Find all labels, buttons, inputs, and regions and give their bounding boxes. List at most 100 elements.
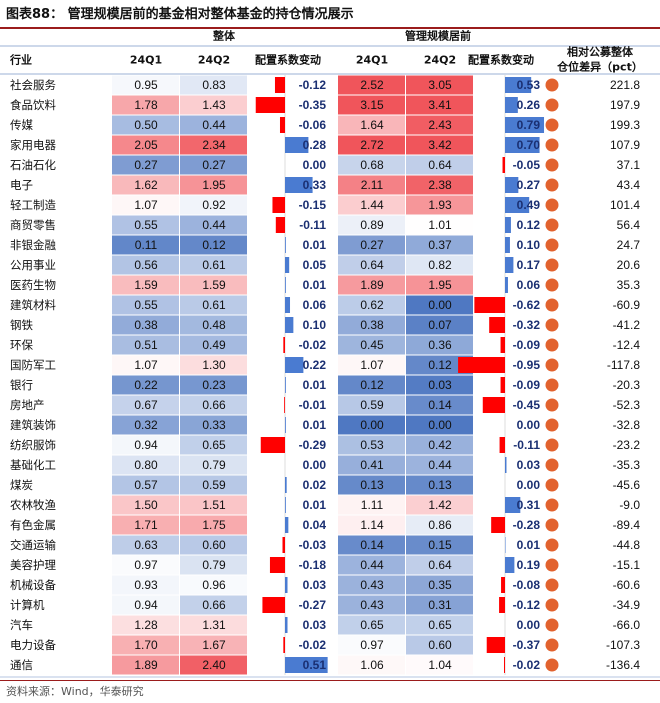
heat-cell-overall-q1 bbox=[112, 535, 179, 555]
industry-label: 食品饮料 bbox=[10, 98, 56, 112]
value-top-q2: 0.13 bbox=[428, 478, 452, 492]
change-value-top: 0.19 bbox=[517, 558, 541, 572]
industry-label: 有色金属 bbox=[10, 518, 56, 532]
change-value-top: -0.02 bbox=[513, 658, 541, 672]
industry-label: 环保 bbox=[10, 338, 33, 352]
heat-cell-top-q2 bbox=[406, 515, 473, 535]
diff-value: -66.0 bbox=[613, 618, 641, 632]
heat-cell-overall-q2 bbox=[180, 395, 247, 415]
heat-cell-top-q2 bbox=[406, 435, 473, 455]
column-header-overall-24q1: 24Q1 bbox=[130, 54, 162, 67]
diff-value: 221.8 bbox=[610, 78, 640, 92]
change-value-top: 0.12 bbox=[517, 218, 541, 232]
change-bar-overall bbox=[285, 497, 286, 513]
heat-cell-overall-q2 bbox=[180, 275, 247, 295]
heat-cell-top-q2 bbox=[406, 495, 473, 515]
value-overall-q2: 2.40 bbox=[202, 658, 226, 672]
change-value-top: 0.49 bbox=[517, 198, 541, 212]
heat-cell-top-q2 bbox=[406, 315, 473, 335]
change-bar-top bbox=[505, 457, 507, 473]
industry-label: 机械设备 bbox=[10, 578, 56, 592]
change-value-overall: 0.05 bbox=[303, 258, 327, 272]
heat-cell-overall-q1 bbox=[112, 275, 179, 295]
value-overall-q1: 1.70 bbox=[134, 638, 158, 652]
industry-label: 公用事业 bbox=[10, 258, 56, 272]
heat-cell-top-q1 bbox=[338, 295, 405, 315]
heat-cell-top-q1 bbox=[338, 475, 405, 495]
change-value-top: -0.09 bbox=[513, 338, 541, 352]
value-overall-q2: 0.66 bbox=[202, 598, 226, 612]
change-bar-top bbox=[505, 557, 515, 573]
heat-cell-top-q2 bbox=[406, 375, 473, 395]
value-top-q1: 0.44 bbox=[360, 558, 384, 572]
value-top-q1: 1.44 bbox=[360, 198, 384, 212]
heat-cell-top-q1 bbox=[338, 575, 405, 595]
value-top-q1: 0.62 bbox=[360, 298, 384, 312]
diff-value: -23.2 bbox=[613, 438, 641, 452]
value-top-q2: 1.95 bbox=[428, 278, 452, 292]
change-bar-top bbox=[474, 297, 505, 313]
heat-cell-top-q1 bbox=[338, 155, 405, 175]
heat-cell-top-q2 bbox=[406, 235, 473, 255]
heat-cell-overall-q2 bbox=[180, 435, 247, 455]
industry-label: 医药生物 bbox=[10, 278, 56, 292]
diff-value: -136.4 bbox=[606, 658, 640, 672]
change-value-overall: -0.12 bbox=[299, 78, 327, 92]
value-top-q2: 3.41 bbox=[428, 98, 452, 112]
value-top-q2: 0.44 bbox=[428, 458, 452, 472]
heat-cell-overall-q1 bbox=[112, 495, 179, 515]
industry-label: 传媒 bbox=[10, 118, 33, 132]
value-overall-q1: 0.11 bbox=[135, 238, 158, 252]
change-value-top: 0.31 bbox=[517, 498, 541, 512]
value-top-q2: 2.38 bbox=[428, 178, 452, 192]
heat-cell-overall-q1 bbox=[112, 615, 179, 635]
value-overall-q2: 0.65 bbox=[202, 438, 226, 452]
industry-label: 纺织服饰 bbox=[10, 438, 56, 452]
value-top-q2: 1.04 bbox=[428, 658, 452, 672]
value-top-q2: 0.14 bbox=[428, 398, 452, 412]
change-bar-overall bbox=[285, 297, 291, 313]
value-top-q1: 1.14 bbox=[360, 518, 384, 532]
change-value-top: -0.11 bbox=[513, 438, 540, 452]
heat-cell-overall-q2 bbox=[180, 475, 247, 495]
change-bar-top bbox=[491, 517, 505, 533]
value-top-q2: 0.31 bbox=[428, 598, 452, 612]
change-bar-top bbox=[504, 657, 505, 673]
heat-cell-overall-q1 bbox=[112, 155, 179, 175]
change-value-overall: -0.02 bbox=[299, 338, 327, 352]
heat-cell-top-q1 bbox=[338, 435, 405, 455]
value-overall-q2: 0.27 bbox=[202, 158, 226, 172]
status-dot bbox=[545, 398, 559, 412]
diff-value: 197.9 bbox=[610, 98, 640, 112]
value-top-q1: 0.41 bbox=[360, 458, 384, 472]
heat-cell-top-q2 bbox=[406, 95, 473, 115]
status-dot bbox=[545, 438, 559, 452]
value-top-q2: 0.35 bbox=[428, 578, 452, 592]
status-dot bbox=[545, 598, 559, 612]
change-bar-overall bbox=[279, 117, 285, 133]
change-value-overall: -0.35 bbox=[299, 98, 327, 112]
change-value-top: 0.03 bbox=[517, 458, 541, 472]
heat-cell-overall-q2 bbox=[180, 355, 247, 375]
value-top-q2: 0.37 bbox=[428, 238, 452, 252]
heat-cell-overall-q2 bbox=[180, 195, 247, 215]
value-overall-q1: 0.63 bbox=[134, 538, 158, 552]
diff-value: -60.6 bbox=[613, 578, 641, 592]
change-value-overall: 0.22 bbox=[303, 358, 327, 372]
heat-cell-top-q1 bbox=[338, 115, 405, 135]
heat-cell-top-q1 bbox=[338, 255, 405, 275]
heat-cell-top-q2 bbox=[406, 75, 473, 95]
heat-cell-overall-q1 bbox=[112, 175, 179, 195]
change-bar-top bbox=[501, 577, 505, 593]
value-top-q1: 0.64 bbox=[360, 258, 384, 272]
change-value-top: 0.17 bbox=[517, 258, 541, 272]
value-overall-q2: 2.34 bbox=[202, 138, 226, 152]
value-overall-q2: 0.44 bbox=[202, 218, 226, 232]
change-bar-top bbox=[505, 197, 530, 213]
column-header-top-24q2: 24Q2 bbox=[424, 54, 456, 67]
value-overall-q1: 0.27 bbox=[134, 158, 158, 172]
change-value-top: -0.28 bbox=[513, 518, 541, 532]
diff-value: -89.4 bbox=[613, 518, 641, 532]
heat-cell-top-q2 bbox=[406, 595, 473, 615]
change-value-top: -0.12 bbox=[513, 598, 541, 612]
